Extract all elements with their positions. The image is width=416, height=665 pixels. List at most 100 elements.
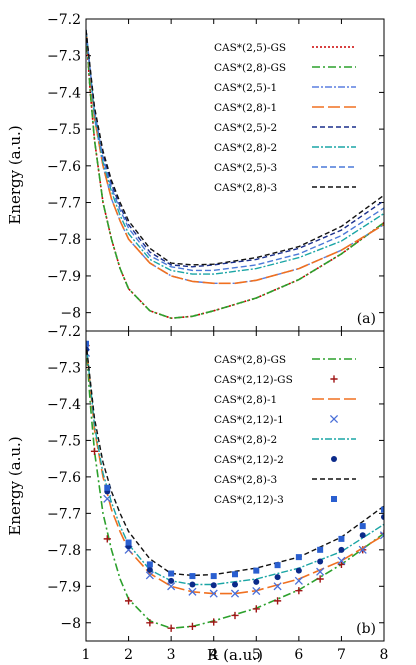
- y-tick-label: −7.8: [47, 543, 81, 559]
- legend-cas-2-12-gs-marker: [330, 375, 338, 383]
- series-cas-2-12-gs-point: [231, 611, 239, 620]
- legend-cas-2-8-1-label: CAS*(2,8)-1: [214, 394, 277, 406]
- series-cas-2-12-1-point: [209, 589, 218, 598]
- y-axis-label: Energy (a.u.): [6, 436, 24, 535]
- series-cas-2-12-gs-point: [273, 597, 282, 605]
- y-tick-label: −7.9: [47, 579, 81, 595]
- legend-cas-2-8-1-label: CAS*(2,8)-1: [214, 102, 277, 114]
- series-cas-2-12-1-point: [294, 576, 303, 585]
- series-cas-2-12-1-point: [230, 589, 240, 598]
- legend-cas-2-12-3-label: CAS*(2,12)-3: [214, 494, 284, 506]
- legend-cas-2-5-3-label: CAS*(2,5)-3: [214, 162, 277, 174]
- series-cas-2-12-1-point: [316, 567, 325, 576]
- legend-cas-2-12-3-marker: [331, 496, 337, 502]
- series-cas-2-12-gs-point: [146, 619, 154, 627]
- y-tick-label: −7.7: [47, 196, 81, 212]
- y-tick-label: −7.6: [47, 159, 81, 175]
- series-cas-2-12-2-point: [359, 532, 366, 539]
- series-cas-2-12-2-point: [274, 574, 281, 581]
- series-cas-2-12-3-point: [274, 562, 281, 569]
- legend-cas-2-12-2-marker: [331, 456, 337, 462]
- series-cas-2-12-3-point: [253, 567, 260, 574]
- legend-cas-2-12-gs-label: CAS*(2,12)-GS: [214, 374, 293, 386]
- series-cas-2-12-gs-point: [337, 560, 346, 569]
- series-layer: [86, 29, 384, 320]
- legend-cas-2-12-1-label: CAS*(2,12)-1: [214, 414, 284, 426]
- series-cas-2-12-gs-point: [167, 624, 175, 632]
- series-cas-2-12-1-point: [337, 556, 346, 565]
- legend-cas-2-8-gs-label: CAS*(2,8)-GS: [214, 354, 286, 366]
- panel-label: (a): [357, 311, 376, 327]
- series-cas-2-12-3-point: [338, 535, 345, 542]
- series-cas-2-12-3-point: [189, 573, 196, 580]
- series-cas-2-12-3-point: [381, 506, 384, 513]
- y-tick-label: −7.2: [47, 12, 81, 28]
- series-cas-2-8-2-line: [86, 341, 384, 586]
- x-tick-label: 3: [167, 647, 176, 663]
- series-cas-2-12-gs-point: [316, 575, 324, 583]
- series-cas-2-12-2-point: [381, 514, 384, 520]
- legend-cas-2-5-1-label: CAS*(2,5)-1: [214, 82, 277, 94]
- y-tick-label: −7.3: [47, 360, 81, 376]
- legend-cas-2-5-2-label: CAS*(2,5)-2: [214, 122, 277, 134]
- series-cas-2-12-3-point: [104, 484, 111, 491]
- series-cas-2-12-2-point: [317, 558, 324, 565]
- series-cas-2-12-1-point: [358, 545, 367, 554]
- series-cas-2-12-3-point: [232, 571, 238, 578]
- series-cas-2-8-1-line: [86, 29, 384, 285]
- series-cas-2-12-3-point: [86, 340, 89, 347]
- x-tick-label: 1: [82, 647, 91, 663]
- series-cas-2-8-3-line: [86, 341, 384, 577]
- series-layer: [86, 340, 384, 632]
- series-cas-2-12-3-point: [317, 546, 324, 553]
- series-cas-2-12-1-point: [252, 586, 261, 596]
- series-cas-2-8-gs-line: [86, 29, 384, 320]
- legend-cas-2-8-2-label: CAS*(2,8)-2: [214, 142, 277, 154]
- series-cas-2-12-3-point: [168, 570, 175, 577]
- x-tick-label: 2: [124, 647, 133, 663]
- y-tick-label: −7.9: [47, 269, 81, 285]
- series-cas-2-12-2-point: [146, 566, 153, 573]
- series-cas-2-12-gs-point: [90, 447, 99, 455]
- x-tick-label: 5: [252, 647, 261, 663]
- y-tick-label: −7.8: [47, 232, 81, 248]
- y-tick-label: −7.4: [47, 397, 81, 413]
- x-tick-label: 8: [380, 647, 389, 663]
- series-cas-2-12-1-point: [379, 531, 384, 540]
- x-tick-label: 7: [337, 647, 346, 663]
- panel-label: (b): [356, 621, 376, 637]
- legend-cas-2-8-3-label: CAS*(2,8)-3: [214, 474, 277, 486]
- legend-cas-2-12-1-marker: [329, 414, 339, 424]
- series-cas-2-12-gs-point: [124, 597, 133, 605]
- series-cas-2-12-1-point: [188, 587, 197, 596]
- y-tick-label: −7.4: [47, 85, 81, 101]
- panel-b: −7.2 −7.3 −7.4 −7.5 −7.6 −7.7 −7.8 −7.9 −81 2 3 4 5 6…: [6, 324, 388, 664]
- series-cas-2-12-2-point: [232, 581, 238, 588]
- y-tick-label: −7.7: [47, 506, 81, 522]
- series-cas-2-12-gs-point: [188, 622, 197, 631]
- y-tick-label: −7.5: [47, 433, 81, 449]
- x-tick-label: 6: [294, 647, 303, 663]
- series-cas-2-12-2-point: [253, 578, 260, 585]
- series-cas-2-12-2-point: [295, 567, 302, 574]
- y-tick-label: −8: [60, 616, 81, 632]
- series-cas-2-5-2-line: [86, 29, 384, 268]
- series-cas-2-12-3-point: [146, 561, 153, 568]
- series-cas-2-12-gs-point: [295, 587, 303, 595]
- series-cas-2-12-2-point: [338, 546, 345, 553]
- legend-cas-2-12-2-label: CAS*(2,12)-2: [214, 454, 284, 466]
- y-tick-label: −7.3: [47, 49, 81, 65]
- series-cas-2-12-gs-point: [103, 535, 111, 543]
- y-tick-label: −7.6: [47, 470, 81, 486]
- panel-a: −7.2 −7.3 −7.4 −7.5 −7.6 −7.7 −7.8 −7.9 −8 CAS*(2…: [6, 12, 385, 332]
- legend-cas-2-8-gs-label: CAS*(2,8)-GS: [214, 62, 286, 74]
- series-cas-2-12-2-point: [189, 581, 196, 588]
- series-cas-2-12-2-point: [210, 582, 217, 589]
- legend-cas-2-8-3-label: CAS*(2,8)-3: [214, 182, 277, 194]
- series-cas-2-8-3-line: [86, 29, 384, 266]
- series-cas-2-12-1-point: [273, 582, 282, 591]
- series-cas-2-12-1-point: [167, 582, 176, 591]
- y-tick-label: −7.5: [47, 122, 81, 138]
- x-tick-label: 4: [209, 647, 218, 663]
